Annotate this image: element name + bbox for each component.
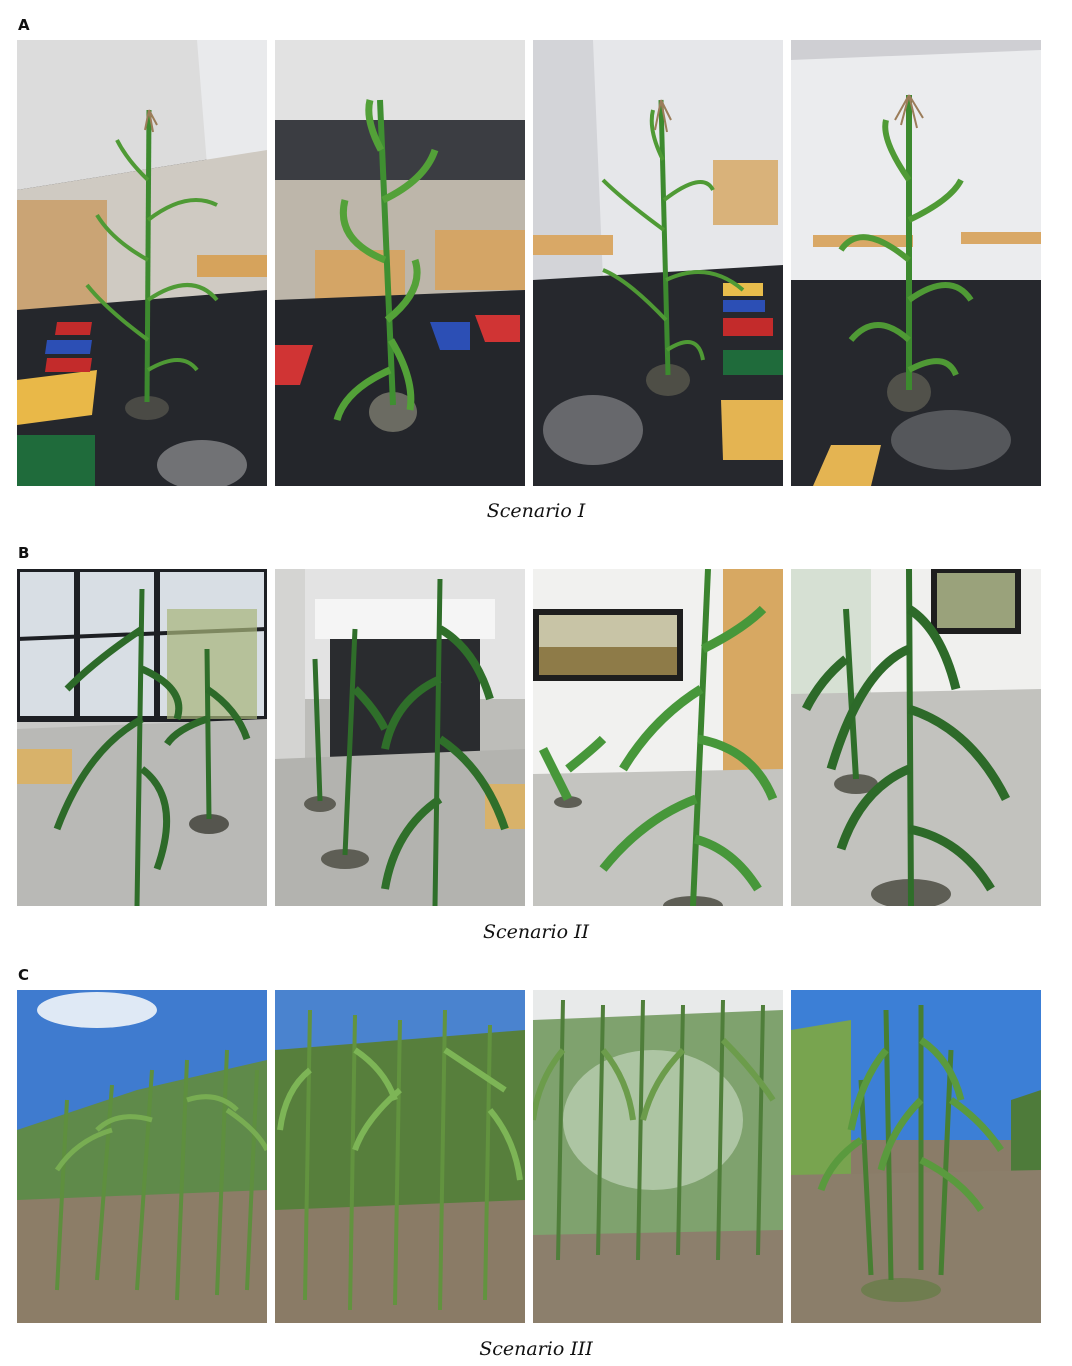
photo-corn-field-4 <box>791 990 1041 1323</box>
caption-scenario-1: Scenario I <box>486 500 586 522</box>
photo-corn-indoor-lab-4 <box>791 40 1041 486</box>
photo-corn-indoor-lab-2 <box>275 40 525 486</box>
photo-corn-field-2 <box>275 990 525 1323</box>
panel-label-c: C <box>18 966 30 984</box>
photo-corn-field-3 <box>533 990 783 1323</box>
photo-corn-indoor-lab-1 <box>17 40 267 486</box>
photo-corn-gallery-3 <box>533 569 783 906</box>
photo-corn-gallery-4 <box>791 569 1041 906</box>
panel-label-b: B <box>18 544 30 562</box>
caption-scenario-3: Scenario III <box>479 1338 593 1360</box>
photo-corn-atrium-2 <box>275 569 525 906</box>
panel-a-photo-row <box>17 40 1043 486</box>
panel-c-photo-row <box>17 990 1043 1323</box>
caption-scenario-2: Scenario II <box>482 921 590 943</box>
photo-corn-indoor-lab-3 <box>533 40 783 486</box>
photo-corn-atrium-1 <box>17 569 267 906</box>
photo-corn-field-1 <box>17 990 267 1323</box>
panel-b-photo-row <box>17 569 1043 906</box>
panel-label-a: A <box>18 16 30 34</box>
